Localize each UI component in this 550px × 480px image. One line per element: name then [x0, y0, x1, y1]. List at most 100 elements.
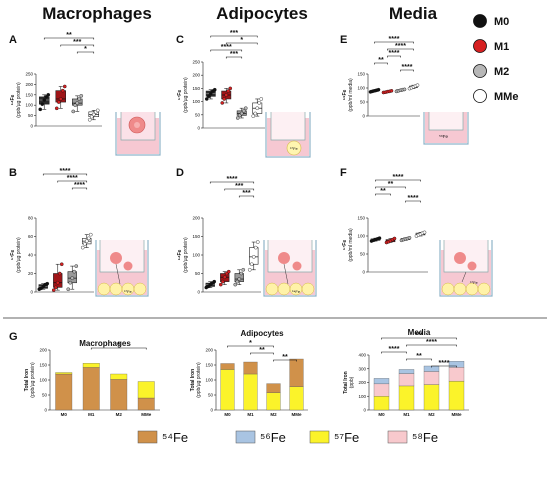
significance-label: **** [67, 175, 78, 182]
y-tick-label: 200 [192, 216, 200, 221]
y-tick-label: 0 [197, 290, 200, 295]
significance-bracket [42, 173, 88, 176]
y-tick-label: 0 [197, 126, 200, 131]
data-point [377, 236, 382, 240]
data-point [58, 97, 63, 101]
y-tick-label: 200 [192, 73, 200, 78]
y-axis-label: (ppb/µg protein) [183, 77, 189, 113]
chart-title: Macrophages [79, 339, 131, 348]
y-axis-label: (ppb/µg protein) [30, 362, 36, 398]
data-point [222, 275, 227, 280]
data-point [59, 262, 64, 267]
y-tick-label: 50 [195, 271, 201, 276]
significance-bracket [374, 41, 414, 44]
significance-bracket [227, 345, 274, 348]
bar-segment-fe54 [220, 363, 235, 370]
y-tick-label: 100 [357, 86, 365, 91]
isotope-label-fe56: ⁵⁶Fe [260, 430, 286, 445]
significance-label: *** [230, 51, 238, 58]
chart-title: Media [408, 328, 431, 337]
data-point [220, 279, 225, 284]
significance-label: **** [389, 36, 400, 43]
data-point [415, 83, 420, 87]
y-tick-label: 0 [362, 270, 365, 275]
y-tick-label: 20 [28, 271, 34, 276]
y-tick-label: 100 [192, 99, 200, 104]
significance-bracket [210, 49, 243, 52]
y-tick-label: 100 [192, 253, 200, 258]
y-tick-label: 0 [44, 408, 47, 413]
data-point [79, 94, 84, 98]
schematic-c: ⁵⁷Fe [265, 112, 311, 158]
bar-segment-fe58 [423, 371, 440, 385]
data-point [68, 280, 73, 285]
data-point [212, 279, 217, 284]
bar-segment-fe54 [55, 373, 73, 411]
significance-label: **** [395, 43, 406, 50]
data-point [204, 97, 209, 101]
y-tick-label: 50 [195, 112, 201, 117]
y-tick-label: 150 [357, 72, 365, 77]
significance-bracket [375, 186, 406, 189]
y-tick-label: 200 [39, 348, 47, 353]
data-point [235, 279, 240, 284]
data-point [253, 245, 258, 250]
panel-label-b: B [9, 167, 17, 179]
bar-segment-fe58 [373, 383, 390, 397]
y-axis-label: ⁵⁷Fe [342, 240, 348, 250]
data-point [77, 97, 82, 101]
significance-label: * [117, 342, 120, 349]
data-point [237, 277, 242, 281]
significance-bracket [238, 195, 255, 198]
bar-segment-fe54 [110, 379, 128, 411]
panel-label-f: F [340, 167, 347, 179]
data-point [66, 287, 71, 292]
data-point [255, 106, 260, 110]
x-tick-label: M1 [88, 412, 95, 417]
panel-label-d: D [176, 167, 184, 179]
data-point [407, 235, 412, 240]
y-axis-label: (ppb/µg protein) [16, 237, 22, 273]
significance-label: ** [282, 354, 288, 361]
group-isotope-legend: ⁵⁴Fe ⁵⁶Fe ⁵⁷Fe ⁵⁸Fe [137, 430, 438, 445]
data-point [74, 264, 79, 268]
box [55, 90, 66, 103]
data-point [226, 269, 231, 274]
legend-label-mme: MMe [494, 91, 518, 103]
isotope-swatch-fe54 [137, 430, 158, 444]
data-point [422, 230, 427, 235]
y-tick-label: 200 [358, 380, 366, 385]
significance-bracket [375, 193, 391, 196]
y-tick-label: 0 [362, 114, 365, 119]
y-tick-label: 400 [358, 353, 366, 358]
significance-bracket [225, 56, 243, 59]
data-point [389, 89, 394, 93]
significance-label: **** [227, 176, 238, 183]
data-point [259, 97, 264, 101]
y-tick-label: 80 [28, 216, 34, 221]
significance-label: **** [393, 174, 404, 181]
significance-label: * [240, 37, 243, 44]
data-point [239, 111, 244, 116]
data-point [88, 232, 93, 237]
bar-segment-fe57 [243, 373, 258, 411]
y-axis-label: Total Iron [190, 369, 196, 391]
data-point [241, 267, 246, 272]
significance-label: *** [235, 183, 243, 190]
x-tick-label: MMe [141, 412, 151, 417]
isotope-label-fe57: ⁵⁷Fe [334, 430, 359, 445]
schematic-f: ⁵⁷Fe [439, 240, 493, 297]
bar-segment-fe54 [137, 397, 155, 411]
data-point [224, 93, 229, 97]
y-tick-label: 0 [210, 408, 213, 413]
data-point [87, 117, 92, 122]
significance-label: * [84, 46, 87, 53]
isotope-swatch-fe57 [309, 430, 330, 444]
y-tick-label: 150 [357, 216, 365, 221]
data-point [251, 114, 256, 118]
significance-label: ** [416, 353, 422, 360]
y-tick-label: 50 [208, 393, 214, 398]
data-point [253, 111, 258, 116]
significance-label: **** [408, 195, 419, 202]
significance-label: **** [426, 339, 437, 346]
